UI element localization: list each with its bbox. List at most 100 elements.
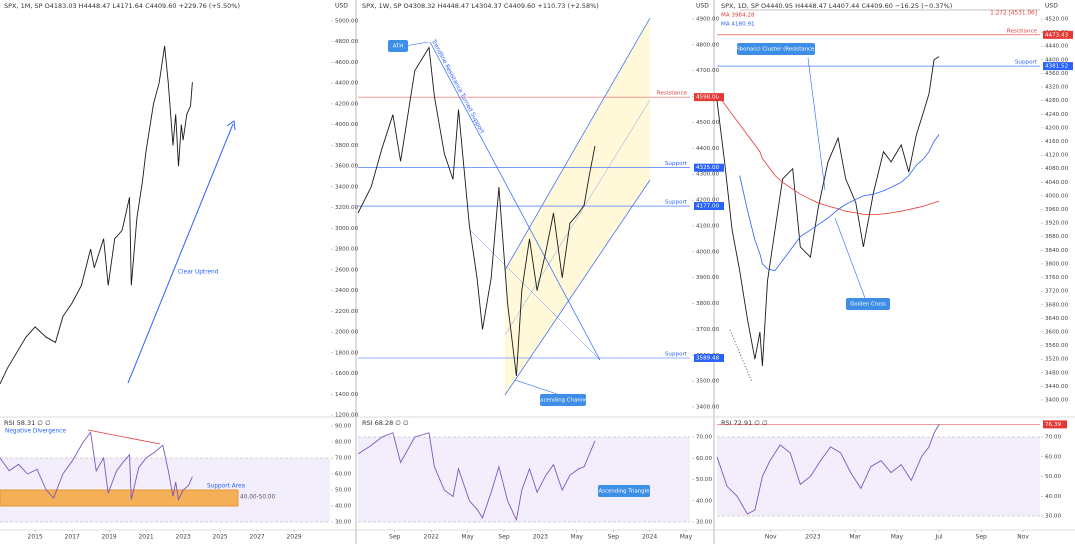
y-tick-label: 3920.00	[1045, 221, 1069, 227]
chart-header: RSI 58.31 ∅ ∅	[4, 419, 51, 427]
y-tick-label: 3800.00	[335, 143, 359, 149]
y-tick-label: 3520.00	[1045, 357, 1069, 363]
callout-text: Fibonacci Cluster (Resistance)	[736, 47, 817, 53]
x-tick-label: Jul	[934, 534, 943, 541]
series-line	[716, 93, 940, 216]
drawings	[87, 9, 1040, 523]
y-tick-label: 1600.00	[335, 371, 359, 377]
y-tick-label: 3720.00	[1045, 289, 1069, 295]
y-tick-label: 4000.00	[335, 122, 359, 128]
y-tick-label: 3440.00	[1045, 384, 1069, 390]
x-tick-label: 2021	[138, 534, 153, 541]
y-tick-label: 4360.00	[1045, 71, 1069, 77]
annotation: Clear Uptrend	[178, 270, 219, 276]
axis-unit: USD	[696, 3, 709, 10]
chart-header: RSI 68.28 ∅ ∅	[362, 419, 409, 427]
rsi-band	[717, 437, 1040, 516]
callout-text: ATH	[393, 44, 404, 50]
y-tick-label: 4160.00	[1045, 139, 1069, 145]
y-tick-label: 2000.00	[335, 330, 359, 336]
y-tick-label: 3000.00	[335, 226, 359, 232]
y-tick-label: 50.00	[335, 488, 351, 494]
support-area	[0, 489, 239, 507]
x-tick-label: 2023	[533, 534, 548, 541]
y-tick-label: 4800.00	[696, 42, 720, 48]
y-tick-label: 40.00	[335, 504, 351, 510]
y-tick-label: 3600.00	[335, 164, 359, 170]
y-tick-label: 60.00	[696, 456, 712, 462]
y-tick-label: 3400.00	[696, 405, 720, 411]
y-tick-label: 2200.00	[335, 309, 359, 315]
x-tick-label: May	[891, 534, 904, 541]
level-price: 4325.00	[696, 165, 720, 171]
x-tick-label: Sep	[976, 534, 988, 541]
y-tick-label: 4200.00	[696, 198, 720, 204]
callout-pointer	[834, 217, 866, 299]
callout-pointer	[514, 379, 561, 396]
x-tick-label: 2019	[101, 534, 116, 541]
y-tick-label: 30.00	[335, 520, 351, 526]
callout-box	[388, 40, 408, 52]
y-tick-label: 90.00	[335, 424, 351, 430]
divergence-line	[87, 429, 161, 445]
y-tick-label: 4400.00	[1045, 57, 1069, 63]
y-tick-label: 4500.00	[696, 120, 720, 126]
y-tick-label: 40.00	[1045, 494, 1061, 500]
y-tick-label: 4900.00	[696, 17, 720, 23]
chart-header: SPX, 1M, SP O4183.03 H4448.47 L4171.64 C…	[4, 2, 240, 10]
x-tick-label: 2025	[212, 534, 227, 541]
y-tick-label: 3200.00	[335, 205, 359, 211]
callout-text: Ascending Channel	[537, 398, 589, 404]
y-tick-label: 4200.00	[335, 101, 359, 107]
y-tick-label: 4400.00	[696, 146, 720, 152]
level-price-box	[694, 93, 724, 102]
y-tick-label: 50.00	[696, 477, 712, 483]
y-tick-label: 50.00	[1045, 474, 1061, 480]
series-line	[716, 56, 940, 367]
chart-header: SPX, 1W, SP O4308.32 H4448.47 L4304.37 C…	[362, 2, 599, 10]
x-tick-label: Nov	[1017, 534, 1029, 541]
channel-line	[504, 179, 651, 396]
y-tick-label: 3560.00	[1045, 343, 1069, 349]
series-line	[357, 432, 596, 522]
arrow-head	[226, 120, 236, 131]
series-line	[357, 46, 596, 377]
y-tick-label: 3800.00	[696, 301, 720, 307]
y-tick-label: 1200.00	[335, 413, 359, 419]
fib-leg	[729, 329, 753, 383]
level-price-box	[694, 163, 724, 172]
y-tick-label: 4080.00	[1045, 166, 1069, 172]
callout-box	[737, 43, 815, 55]
y-tick-label: 4280.00	[1045, 98, 1069, 104]
x-tick-label: Sep	[389, 534, 401, 541]
y-tick-label: 60.00	[1045, 454, 1061, 460]
y-tick-label: 30.00	[696, 520, 712, 526]
series-legend: MA 4180.91	[721, 22, 755, 28]
level-price: 4381.52	[1045, 64, 1068, 70]
x-tick-label: 2024	[642, 534, 657, 541]
level-price-box	[1043, 62, 1073, 71]
x-tick-label: Mar	[849, 534, 861, 541]
x-tick-label: Sep	[608, 534, 620, 541]
level-name: Support	[665, 200, 688, 206]
series-line	[716, 424, 940, 515]
y-tick-label: 5000.00	[335, 19, 359, 25]
y-tick-label: 4300.00	[696, 172, 720, 178]
x-tick-label: May	[461, 534, 474, 541]
level-price-box	[694, 353, 724, 362]
y-tick-label: 3880.00	[1045, 234, 1069, 240]
y-tick-label: 4320.00	[1045, 85, 1069, 91]
callout-box	[846, 298, 890, 310]
y-tick-label: 1800.00	[335, 350, 359, 356]
x-tick-label: 2022	[424, 534, 439, 541]
annotation: Negative Divergence	[5, 429, 66, 435]
y-tick-label: 30.00	[1045, 514, 1061, 520]
x-tick-label: Sep	[498, 534, 510, 541]
level-price: 3589.48	[696, 355, 720, 361]
level-price: 4598.00	[696, 95, 720, 101]
y-tick-label: 70.00	[696, 435, 712, 441]
level-name: Resistance	[1007, 28, 1038, 34]
series-legend: MA 3984.28	[721, 13, 755, 19]
y-tick-label: 3900.00	[696, 275, 720, 281]
